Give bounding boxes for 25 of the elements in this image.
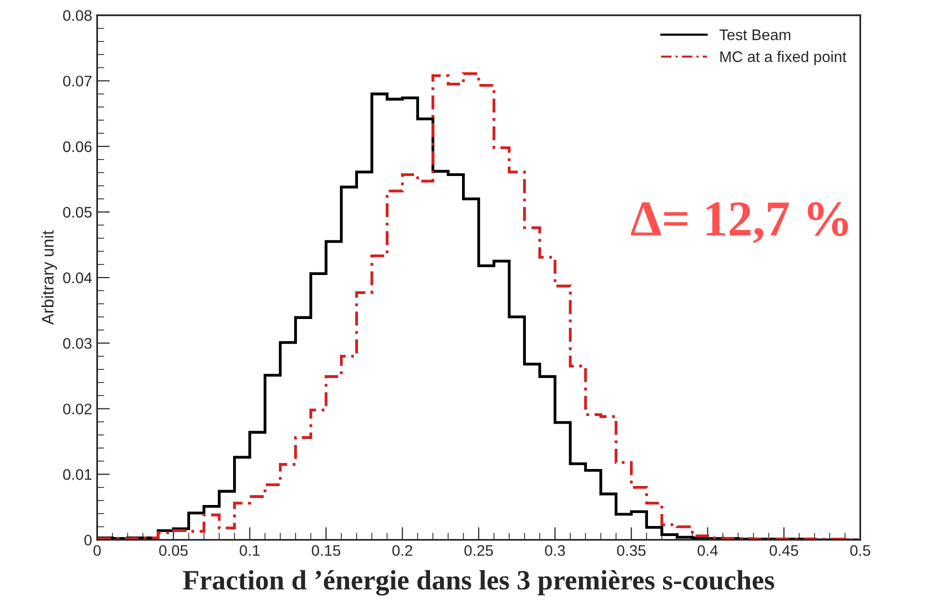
y-tick-label: 0.01 [63, 469, 92, 480]
y-tick-label: 0 [84, 534, 92, 546]
x-tick-label: 0.45 [770, 545, 798, 556]
y-tick-label: 0.05 [63, 206, 92, 218]
x-tick-label: 0 [93, 545, 101, 556]
x-tick-label: 0.15 [312, 545, 340, 556]
legend-label: MC at a fixed point [720, 50, 846, 66]
x-tick-label: 0.35 [617, 545, 646, 556]
x-tick-label: 0.25 [464, 545, 493, 556]
y-tick-label: 0.04 [63, 272, 92, 284]
x-axis-title: Fraction d ’énergie dans les 3 premières s-couches [183, 570, 774, 596]
y-tick-label: 0.02 [63, 404, 92, 414]
x-tick-label: 0.2 [392, 545, 412, 556]
annotation: Δ= 12,7 % [630, 202, 848, 244]
x-tick-label: 0.3 [544, 545, 565, 556]
x-tick-label: 0.1 [240, 545, 260, 556]
y-axis-title: Arbitrary unit [41, 230, 57, 325]
legend-label: Test Beam [719, 30, 790, 40]
x-tick-label: 0.05 [159, 545, 188, 556]
x-tick-label: 0.5 [850, 545, 870, 556]
y-tick-label: 0.08 [63, 10, 92, 21]
y-tick-label: 0.07 [63, 76, 92, 87]
x-tick-label: 0.4 [698, 545, 718, 556]
y-tick-label: 0.06 [63, 141, 92, 152]
y-tick-label: 0.03 [63, 338, 92, 349]
